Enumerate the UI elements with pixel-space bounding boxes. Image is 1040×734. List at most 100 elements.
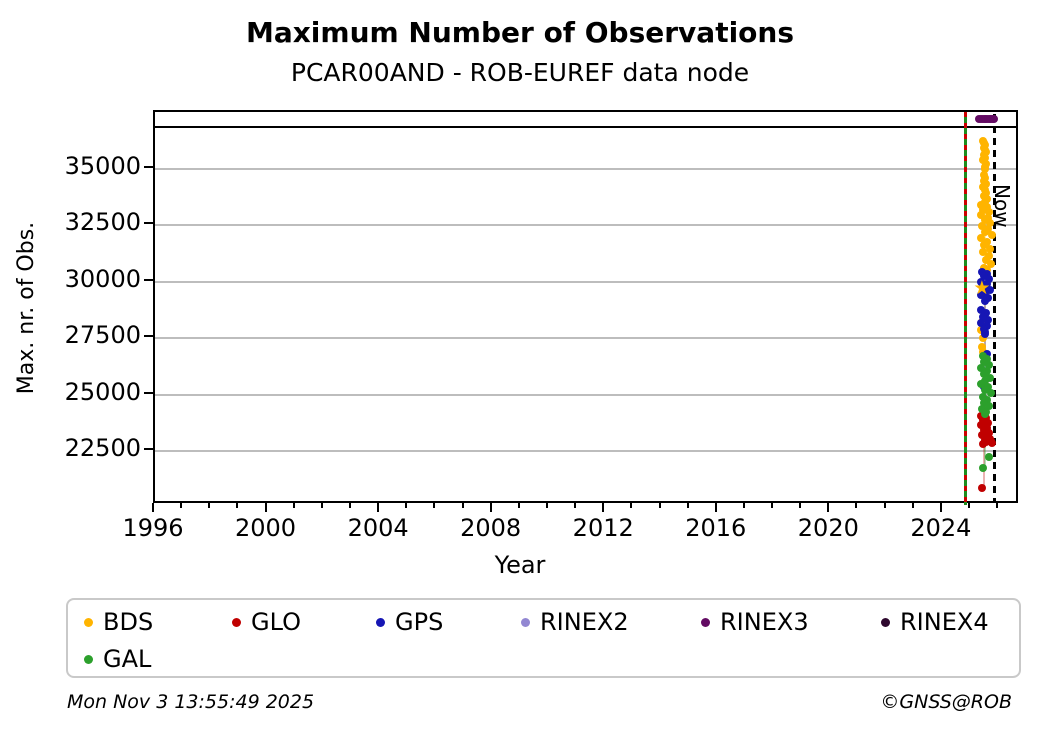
y-tick-label: 30000 [64, 264, 141, 293]
x-tick-major [714, 503, 717, 512]
legend-item-glo: GLO [232, 608, 302, 636]
x-tick-major [489, 503, 492, 512]
data-point-gal [977, 405, 986, 414]
legend-marker-icon [376, 617, 385, 627]
y-tick-label: 25000 [64, 377, 141, 406]
x-tick-minor [630, 503, 633, 508]
x-tick-minor [855, 503, 858, 508]
data-point-gal [979, 398, 988, 407]
legend-label: GLO [251, 608, 302, 636]
data-point-glo [985, 428, 994, 437]
data-point-bds [979, 205, 988, 214]
data-point-gal [980, 386, 989, 395]
x-tick-minor [968, 503, 971, 508]
y-tick [144, 391, 153, 394]
x-tick-major [377, 503, 380, 512]
x-tick-minor [883, 503, 886, 508]
data-point-gal [979, 464, 988, 473]
y-tick [144, 448, 153, 451]
legend-label: RINEX3 [720, 608, 809, 636]
data-point-gal [978, 392, 987, 401]
data-point-bds [976, 234, 985, 243]
x-tick-label: 2016 [685, 514, 747, 542]
legend-marker-icon [701, 617, 710, 627]
data-point-gal [976, 379, 985, 388]
x-tick-label: 2012 [572, 514, 634, 542]
data-point-gal [980, 357, 989, 366]
x-tick-major [264, 503, 267, 512]
gridline [155, 337, 1016, 340]
data-point-bds [978, 221, 987, 230]
x-tick-minor [348, 503, 351, 508]
x-axis-label: Year [494, 551, 546, 579]
data-point-gps [978, 267, 986, 276]
data-point-glo [978, 431, 987, 440]
x-tick-minor [574, 503, 577, 508]
data-point-gal [977, 364, 986, 373]
x-tick-minor [208, 503, 211, 508]
legend-marker-icon [521, 617, 530, 627]
data-point-glo [978, 484, 987, 493]
legend-item-rinex3: RINEX3 [701, 608, 809, 636]
y-tick [144, 335, 153, 338]
data-point-gal [985, 373, 994, 382]
header-strip-divider [155, 125, 1016, 128]
data-point-rinex3 [990, 115, 999, 124]
y-tick-label: 35000 [64, 151, 141, 180]
gridline [155, 393, 1016, 396]
data-point-bds [987, 259, 996, 268]
gridline [155, 224, 1016, 227]
data-point-gal [985, 402, 994, 411]
x-tick-minor [799, 503, 802, 508]
legend-label: BDS [103, 608, 154, 636]
legend-label: RINEX4 [900, 608, 989, 636]
data-point-glo [978, 439, 987, 448]
x-tick-major [827, 503, 830, 512]
x-tick-label: 2024 [910, 514, 972, 542]
legend-box: BDS GLO GPS RINEX2 RINEX3 RINEX4 GAL [66, 598, 1021, 678]
data-point-bds [985, 208, 994, 217]
data-point-gps [981, 288, 990, 297]
x-tick-minor [292, 503, 295, 508]
data-point-gps [976, 291, 985, 300]
data-point-glo [979, 426, 988, 435]
y-tick [144, 222, 153, 225]
x-tick-label: 2000 [235, 514, 297, 542]
data-point-gal [981, 376, 990, 385]
data-point-bds [986, 218, 995, 227]
data-point-gal [985, 453, 994, 462]
x-tick-minor [911, 503, 914, 508]
data-point-gps [983, 350, 992, 359]
data-point-bds [984, 251, 993, 260]
data-point-bds [987, 231, 996, 240]
data-point-gps [983, 315, 992, 324]
data-point-gal [980, 410, 989, 419]
x-tick-minor [545, 503, 548, 508]
legend-item-rinex2: RINEX2 [521, 608, 629, 636]
legend-marker-icon [881, 617, 890, 627]
x-tick-label: 2008 [460, 514, 522, 542]
data-point-bds [980, 216, 989, 225]
gridline [155, 167, 1016, 170]
data-point-gal [986, 389, 995, 398]
data-point-gal [978, 351, 987, 360]
data-point-bds [981, 165, 990, 174]
x-tick-minor [771, 503, 774, 508]
x-tick-minor [405, 503, 408, 508]
now-line [993, 114, 996, 503]
data-start-line-red-dashes [963, 112, 967, 505]
data-point-bds [977, 343, 986, 352]
x-tick-minor [686, 503, 689, 508]
legend-label: GAL [103, 645, 152, 673]
data-point-gps [984, 275, 993, 284]
x-tick-label: 2020 [797, 514, 859, 542]
data-point-bds [982, 203, 991, 212]
data-point-gps [979, 272, 988, 281]
plot-area: ★ [153, 110, 1018, 505]
data-point-gps [980, 296, 989, 305]
data-point-glo [983, 418, 992, 427]
data-point-gps [979, 283, 988, 292]
x-tick-minor [517, 503, 520, 508]
legend-marker-icon [84, 617, 93, 627]
x-tick-minor [180, 503, 183, 508]
